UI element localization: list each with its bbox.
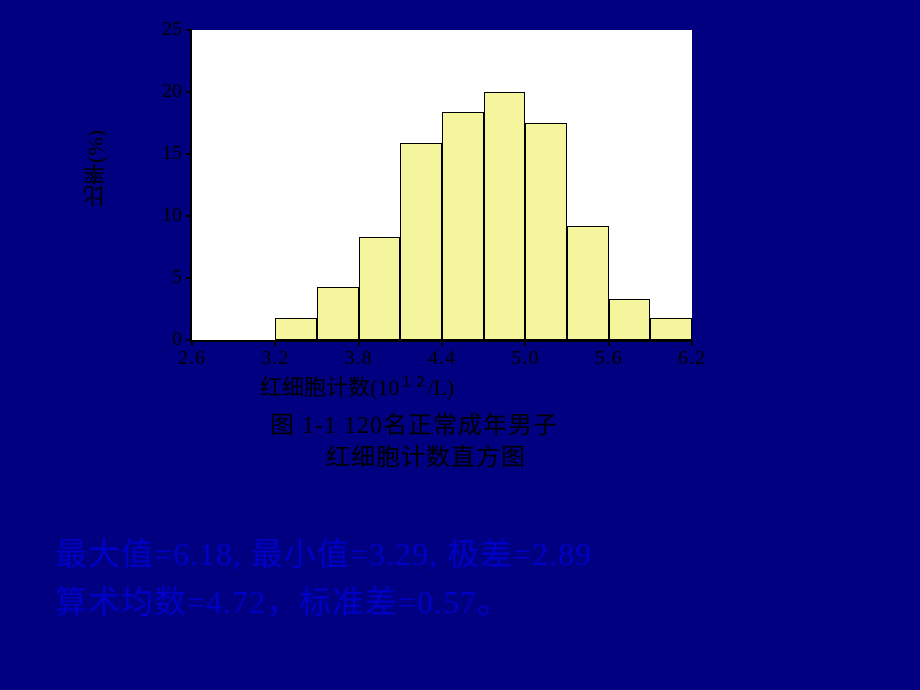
xtick-mark: [358, 340, 360, 346]
xtick-label: 4.4: [412, 347, 472, 370]
histogram-bar: [650, 318, 692, 340]
xtick-label: 5.6: [579, 347, 639, 370]
xlabel-suffix: /L): [427, 375, 454, 400]
ytick-mark: [186, 91, 192, 93]
histogram-bar: [525, 123, 567, 340]
xtick-mark: [274, 340, 276, 346]
ytick-label: 25: [142, 18, 182, 41]
xtick-mark: [191, 340, 193, 346]
histogram-bar: [275, 318, 317, 340]
xtick-mark: [524, 340, 526, 346]
stats-line-2: 算术均数=4.72，标准差=0.57。: [55, 578, 592, 626]
plot-area: 05101520252.63.23.84.45.05.66.2: [190, 30, 692, 342]
ytick-label: 10: [142, 204, 182, 227]
xtick-label: 6.2: [662, 347, 722, 370]
histogram-bar: [400, 143, 442, 340]
chart-container: 比率(%) 05101520252.63.23.84.45.05.66.2 红细…: [80, 20, 720, 480]
xlabel-prefix: 红细胞计数(10: [260, 375, 399, 400]
xlabel-sup: １２: [399, 376, 427, 391]
xtick-label: 3.2: [245, 347, 305, 370]
xtick-mark: [608, 340, 610, 346]
ytick-mark: [186, 29, 192, 31]
ytick-label: 20: [142, 80, 182, 103]
statistics-text: 最大值=6.18, 最小值=3.29, 极差=2.89 算术均数=4.72，标准…: [55, 530, 592, 626]
ytick-label: 5: [142, 266, 182, 289]
histogram-bar: [484, 92, 526, 340]
xtick-label: 5.0: [495, 347, 555, 370]
ytick-label: 15: [142, 142, 182, 165]
stats-line-1: 最大值=6.18, 最小值=3.29, 极差=2.89: [55, 530, 592, 578]
histogram-bar: [609, 299, 651, 340]
histogram-bar: [359, 237, 401, 340]
xtick-label: 2.6: [162, 347, 222, 370]
ytick-mark: [186, 153, 192, 155]
xtick-mark: [691, 340, 693, 346]
x-axis-label: 红细胞计数(10１２/L): [260, 370, 454, 402]
histogram-bar: [567, 226, 609, 340]
histogram-bar: [317, 287, 359, 340]
histogram-bar: [442, 112, 484, 340]
ytick-mark: [186, 277, 192, 279]
figure-caption: 图 1-1 120名正常成年男子 红细胞计数直方图: [270, 410, 558, 475]
xtick-mark: [441, 340, 443, 346]
xtick-label: 3.8: [329, 347, 389, 370]
y-axis-label: 比率(%): [80, 130, 112, 207]
ytick-mark: [186, 215, 192, 217]
